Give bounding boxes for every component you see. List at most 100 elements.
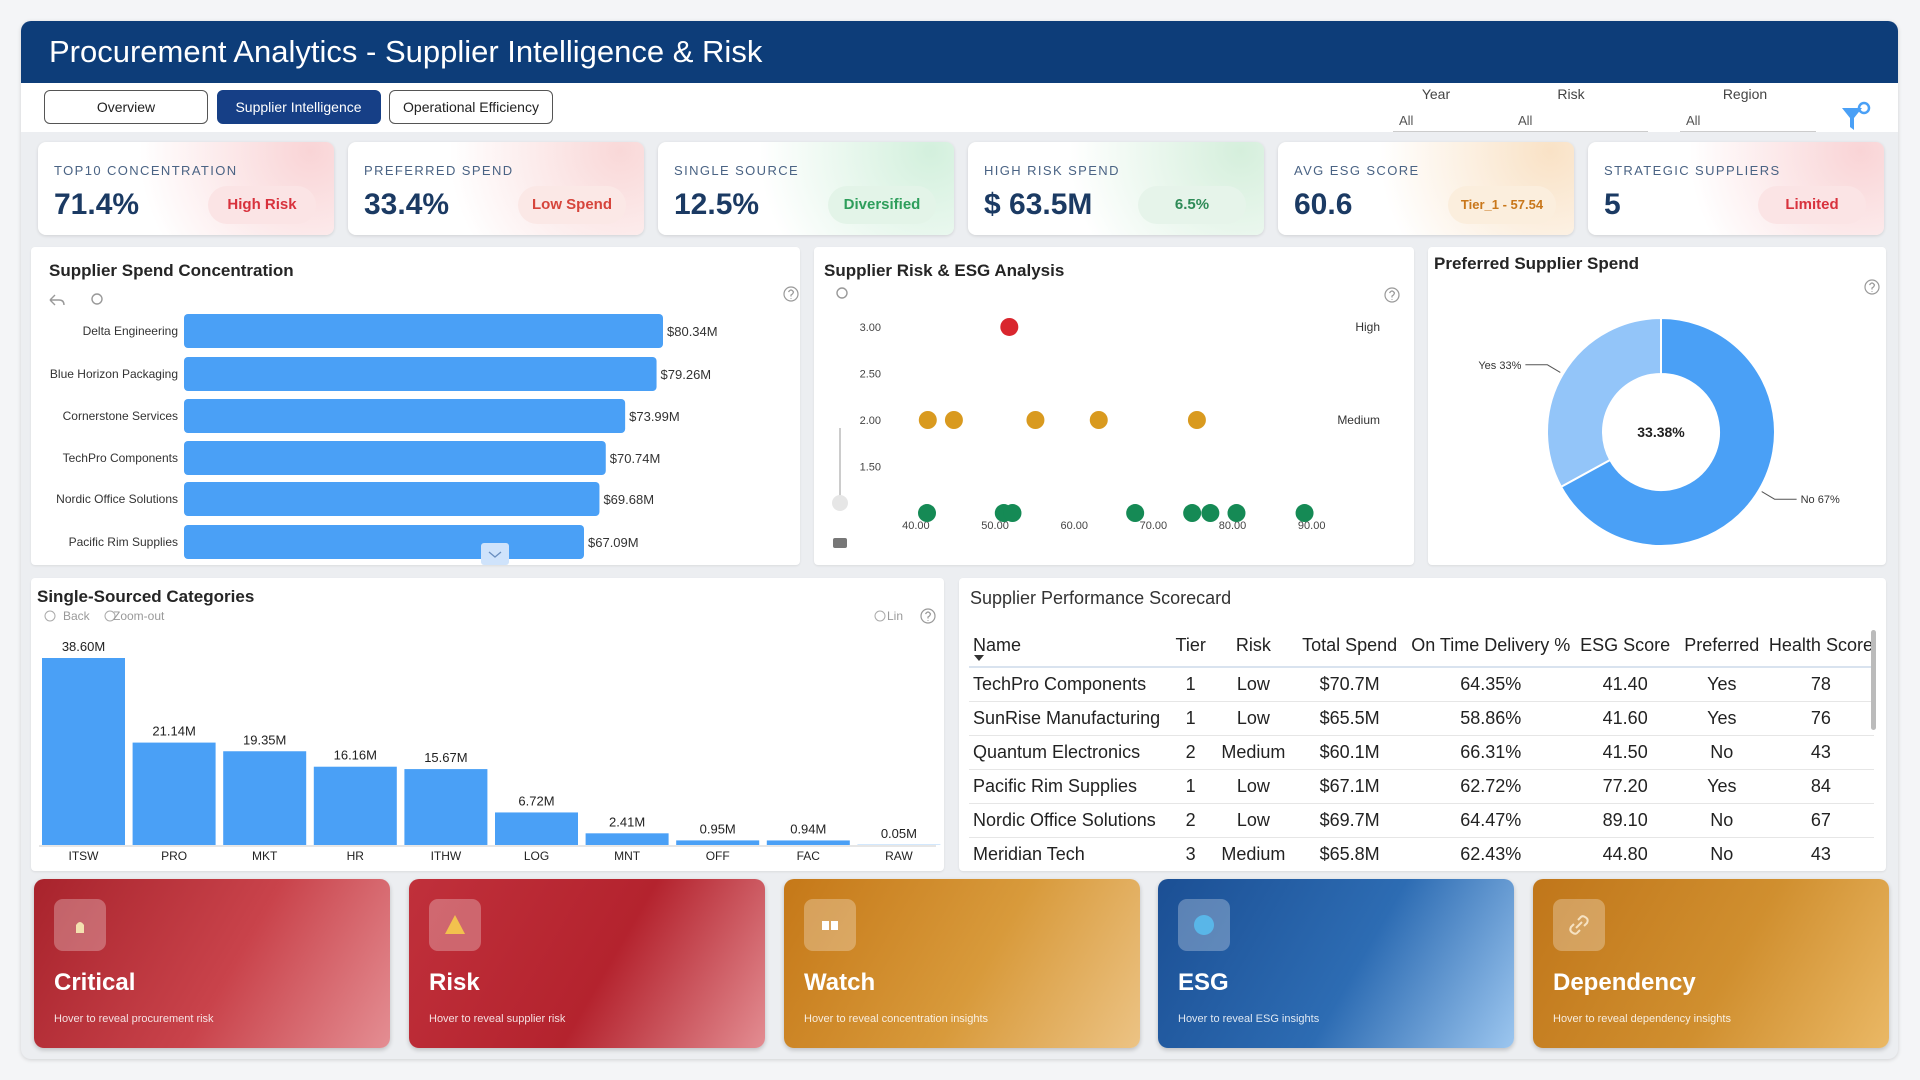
table-cell: 84	[1767, 769, 1874, 804]
slider-toggle[interactable]	[833, 538, 847, 548]
icon-shape	[74, 922, 86, 933]
table-cell: 62.72%	[1406, 769, 1575, 804]
card-subtitle: Hover to reveal procurement risk	[54, 1013, 214, 1025]
help-mark	[787, 289, 795, 299]
point	[944, 411, 963, 429]
x-tick-label: MKT	[252, 849, 278, 863]
value-label: 16.16M	[334, 748, 377, 763]
filter-value: All	[1518, 113, 1533, 128]
risk-level-label: High	[1355, 320, 1380, 334]
help-icon[interactable]	[1864, 279, 1880, 295]
slider-knob[interactable]	[832, 495, 848, 511]
table-cell: 58.86%	[1406, 701, 1575, 736]
bar	[184, 399, 626, 433]
tab[interactable]: Supplier Intelligence	[216, 90, 381, 124]
kpi-value: 5	[1604, 188, 1621, 221]
chart: Yes 33% No 67% 33.38%	[1478, 279, 1880, 547]
bar	[184, 525, 585, 559]
kpi-badge: High Risk	[208, 186, 316, 224]
toolbar-label[interactable]: Lin	[887, 609, 903, 623]
value-label: 0.05M	[881, 826, 917, 841]
toolbar-icon[interactable]	[874, 610, 886, 622]
x-tick-label: RAW	[885, 849, 913, 863]
table-cell: Pacific Rim Supplies	[969, 769, 1168, 804]
table-cell: 2	[1167, 735, 1215, 770]
column-header[interactable]: Health Score	[1767, 624, 1874, 668]
panel-title: Preferred Supplier Spend	[1434, 254, 1639, 273]
help-icon[interactable]	[920, 608, 936, 624]
table-row: SunRise Manufacturing 1 Low $65.5M 58.86% 41.…	[969, 701, 1874, 736]
toolbar-label[interactable]: Back	[63, 609, 91, 623]
filter-dropdown[interactable]: All	[1393, 110, 1529, 132]
filter-icon[interactable]	[1838, 100, 1872, 134]
value-label: 15.67M	[424, 750, 467, 765]
table-cell: 1	[1167, 667, 1215, 702]
table-cell: 1	[1167, 769, 1215, 804]
zoom-icon[interactable]	[91, 293, 103, 305]
insight-card[interactable]: Watch Hover to reveal concentration insig…	[784, 879, 1140, 1048]
value-label: 0.94M	[790, 821, 826, 836]
kpi-card: AVG ESG SCORE 60.6 Tier_1 - 57.54	[1278, 142, 1574, 235]
point	[918, 504, 937, 523]
filter-dropdown[interactable]: All	[1680, 110, 1816, 132]
column-header[interactable]: Tier	[1167, 624, 1215, 668]
insight-card[interactable]: ESG Hover to reveal ESG insights	[1158, 879, 1514, 1048]
toolbar-icon[interactable]	[104, 610, 116, 622]
x-tick-label: HR	[347, 849, 365, 863]
page-title: Procurement Analytics - Supplier Intelli…	[49, 34, 763, 69]
help-circle	[920, 608, 936, 624]
help-icon[interactable]	[783, 286, 799, 302]
column-header[interactable]: Risk	[1214, 624, 1293, 668]
toolbar-icon[interactable]	[44, 610, 56, 622]
table-body: TechPro Components 1 Low $70.7M 64.35% 41.40 Y…	[969, 667, 1874, 871]
column-header[interactable]: On Time Delivery %	[1406, 624, 1575, 668]
panel-title: Supplier Spend Concentration	[49, 261, 294, 280]
card-title: Dependency	[1553, 969, 1696, 996]
card-icon	[1553, 899, 1605, 951]
table-cell: Low	[1214, 667, 1293, 702]
point	[1295, 504, 1314, 523]
table-cell: Yes	[1675, 667, 1768, 702]
help-icon[interactable]	[1384, 287, 1400, 303]
bar	[184, 482, 600, 516]
table-cell: SunRise Manufacturing	[969, 701, 1168, 736]
table-cell: 62.43%	[1406, 837, 1575, 871]
column-header[interactable]: Preferred	[1675, 624, 1768, 668]
table-cell: 1	[1167, 701, 1215, 736]
value-label: $69.68M	[603, 492, 654, 507]
bar	[184, 314, 663, 348]
risk-esg-panel: Supplier Risk & ESG Analysis 1.50 2.00 2.50…	[814, 247, 1414, 565]
kpi-value: $ 63.5M	[984, 188, 1093, 221]
kpi-label: HIGH RISK SPEND	[984, 163, 1120, 178]
tab[interactable]: Overview	[44, 90, 208, 124]
undo-icon[interactable]	[49, 294, 65, 306]
column-header[interactable]: ESG Score	[1574, 624, 1676, 668]
tab[interactable]: Operational Efficiency	[389, 90, 553, 124]
insight-card[interactable]: Dependency Hover to reveal dependency ins…	[1533, 879, 1889, 1048]
insight-card[interactable]: Risk Hover to reveal supplier risk	[409, 879, 765, 1048]
kpi-label: STRATEGIC SUPPLIERS	[1604, 163, 1781, 178]
bar	[313, 766, 397, 845]
table-cell: $70.7M	[1292, 667, 1407, 702]
chart: Back Zoom-out Lin 38.60M ITSW 21.14M PRO 19.35M…	[39, 608, 941, 863]
x-tick-label: OFF	[706, 849, 730, 863]
toolbar-label[interactable]: Zoom-out	[113, 609, 165, 623]
y-tick-label: Pacific Rim Supplies	[69, 535, 178, 549]
card-subtitle: Hover to reveal supplier risk	[429, 1013, 566, 1025]
table-cell: No	[1675, 803, 1768, 838]
y-tick-label: 1.50	[860, 462, 881, 474]
point	[1126, 504, 1145, 523]
scroll-handle	[481, 543, 509, 565]
column-header[interactable]: Name	[969, 624, 1168, 668]
column-header[interactable]: Total Spend	[1292, 624, 1407, 668]
filter-dropdown[interactable]: All	[1512, 110, 1648, 132]
zoom-icon[interactable]	[836, 287, 848, 299]
x-tick-label: ITSW	[69, 849, 100, 863]
kpi-value: 33.4%	[364, 188, 450, 221]
insight-card[interactable]: Critical Hover to reveal procurement risk	[34, 879, 390, 1048]
table-row: Meridian Tech 3 Medium $65.8M 62.43% 44.80 No 4…	[969, 837, 1874, 871]
kpi-label: TOP10 CONCENTRATION	[54, 163, 238, 178]
header-row: Name Tier Risk Total Spend On Time Delivery …	[969, 624, 1874, 668]
chart: Delta Engineering $80.34M Blue Horizon Pac…	[49, 286, 799, 565]
table-cell: 41.40	[1574, 667, 1676, 702]
